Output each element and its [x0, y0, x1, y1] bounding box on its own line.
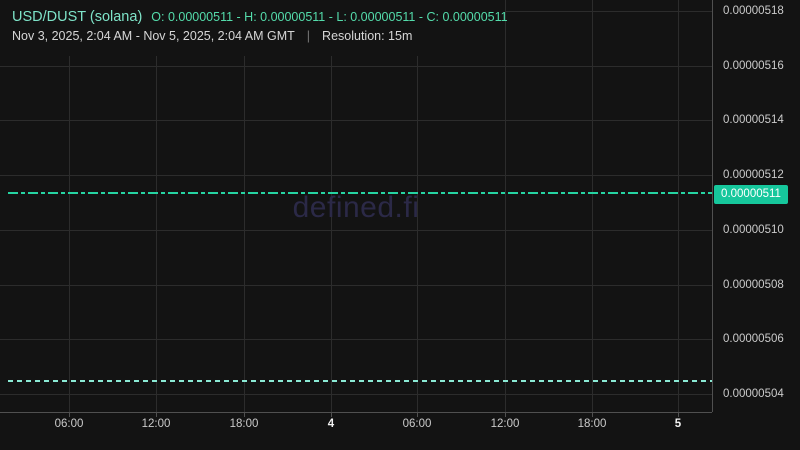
resolution-label: Resolution: 15m: [322, 29, 413, 43]
y-axis-label: 0.00000506: [723, 333, 784, 345]
vertical-gridline: [244, 0, 245, 412]
y-axis-label: 0.00000510: [723, 224, 784, 236]
horizontal-gridline: [0, 230, 712, 231]
vertical-gridline: [592, 0, 593, 412]
vertical-gridline: [505, 0, 506, 412]
date-range: Nov 3, 2025, 2:04 AM - Nov 5, 2025, 2:04…: [12, 29, 295, 43]
plot-area[interactable]: defined.fi: [0, 0, 712, 413]
x-axis-label: 4: [327, 418, 335, 430]
vertical-gridline: [678, 0, 679, 412]
horizontal-gridline: [0, 394, 712, 395]
vertical-gridline: [156, 0, 157, 412]
y-axis-label: 0.00000516: [723, 60, 784, 72]
chart-header: USD/DUST (solana) O: 0.00000511 - H: 0.0…: [0, 0, 508, 56]
x-axis-label: 12:00: [141, 418, 171, 430]
y-axis-label: 0.00000508: [723, 279, 784, 291]
x-axis-label: 12:00: [490, 418, 520, 430]
y-axis-label: 0.00000504: [723, 388, 784, 400]
vertical-gridline: [69, 0, 70, 412]
vertical-gridline: [331, 0, 332, 412]
x-axis-tick: [331, 412, 332, 417]
x-axis-label: 5: [674, 418, 682, 430]
watermark: defined.fi: [292, 191, 420, 224]
x-axis-tick: [417, 412, 418, 417]
x-axis-label: 18:00: [577, 418, 607, 430]
x-axis-tick: [244, 412, 245, 417]
x-axis[interactable]: 06:00 12:00 18:00 4 06:00 12:00 18:00 5: [0, 412, 712, 438]
current-price-badge: 0.00000511: [714, 185, 788, 204]
y-axis-label: 0.00000514: [723, 114, 784, 126]
x-axis-tick: [678, 412, 679, 417]
y-axis[interactable]: 0.00000511 0.00000518 0.00000516 0.0000051…: [712, 0, 800, 412]
horizontal-gridline: [0, 175, 712, 176]
x-axis-label: 06:00: [54, 418, 84, 430]
separator: |: [306, 29, 311, 43]
pair-title: USD/DUST (solana): [12, 9, 143, 25]
horizontal-gridline: [0, 120, 712, 121]
y-axis-label: 0.00000518: [723, 5, 784, 17]
horizontal-gridline: [0, 285, 712, 286]
price-line: [8, 192, 712, 194]
x-axis-tick: [156, 412, 157, 417]
y-axis-label: 0.00000512: [723, 169, 784, 181]
x-axis-label: 18:00: [229, 418, 259, 430]
ohlc-summary: O: 0.00000511 - H: 0.00000511 - L: 0.000…: [151, 10, 508, 24]
x-axis-tick: [69, 412, 70, 417]
secondary-price-line: [8, 380, 712, 382]
horizontal-gridline: [0, 66, 712, 67]
vertical-gridline: [417, 0, 418, 412]
x-axis-label: 06:00: [402, 418, 432, 430]
horizontal-gridline: [0, 339, 712, 340]
x-axis-tick: [505, 412, 506, 417]
x-axis-tick: [592, 412, 593, 417]
